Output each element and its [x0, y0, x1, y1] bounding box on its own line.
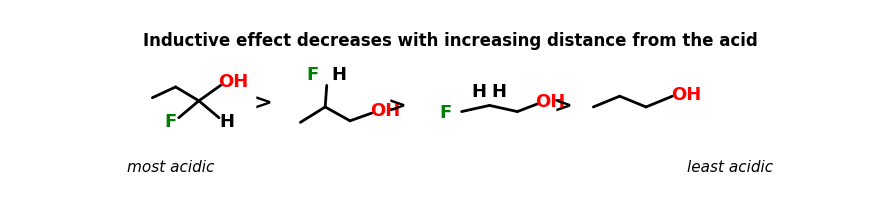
Text: OH: OH: [535, 93, 565, 111]
Text: F: F: [306, 66, 318, 84]
Text: most acidic: most acidic: [126, 160, 214, 175]
Text: H: H: [219, 113, 234, 131]
Text: H: H: [471, 83, 486, 101]
Text: >: >: [553, 97, 572, 117]
Text: least acidic: least acidic: [686, 160, 773, 175]
Text: H: H: [491, 83, 506, 101]
Text: F: F: [438, 104, 451, 122]
Text: >: >: [253, 94, 272, 114]
Text: >: >: [387, 97, 405, 117]
Text: H: H: [332, 66, 346, 84]
Text: Inductive effect decreases with increasing distance from the acid: Inductive effect decreases with increasi…: [142, 32, 757, 50]
Text: OH: OH: [670, 86, 701, 104]
Text: OH: OH: [369, 102, 400, 120]
Text: F: F: [165, 113, 177, 131]
Text: OH: OH: [217, 73, 248, 90]
